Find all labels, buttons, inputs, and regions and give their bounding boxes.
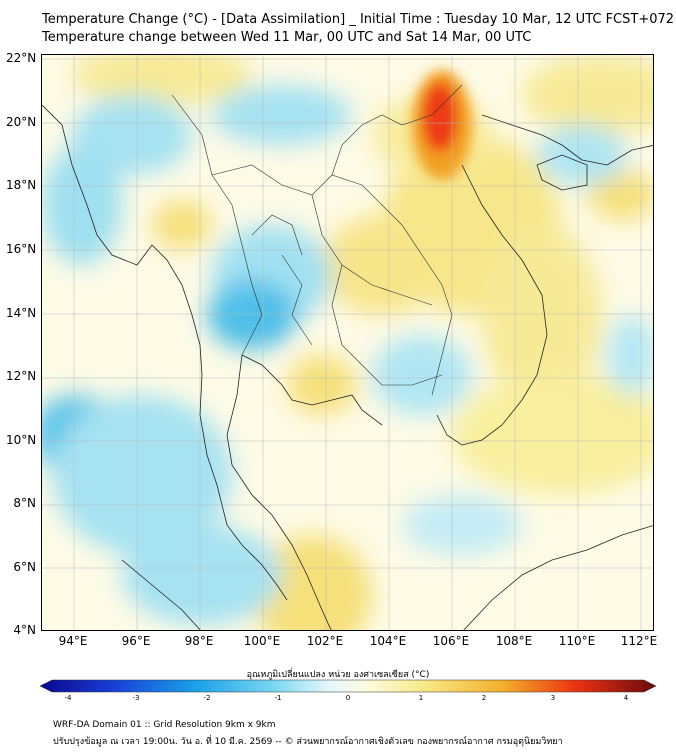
temperature-change-map bbox=[41, 54, 654, 631]
lat-label-12: 12°N bbox=[6, 369, 37, 383]
colorbar-tick: 3 bbox=[550, 694, 556, 702]
chart-subtitle: Temperature change between Wed 11 Mar, 0… bbox=[42, 30, 532, 45]
lat-label-20: 20°N bbox=[6, 115, 37, 129]
lon-label-102: 102°E bbox=[306, 634, 344, 648]
colorbar-tick: 1 bbox=[418, 694, 424, 702]
chart-title: Temperature Change (°C) - [Data Assimila… bbox=[42, 12, 675, 27]
graticule bbox=[42, 55, 653, 630]
lat-label-6: 6°N bbox=[13, 560, 36, 574]
lon-label-112: 112°E bbox=[620, 634, 658, 648]
lat-label-4: 4°N bbox=[13, 623, 36, 637]
colorbar bbox=[40, 679, 656, 693]
lon-label-108: 108°E bbox=[495, 634, 533, 648]
coastlines bbox=[42, 104, 653, 630]
footer-credit: ปรับปรุงข้อมูล ณ เวลา 19:00น. วัน อ. ที่… bbox=[53, 737, 563, 747]
lon-label-106: 106°E bbox=[432, 634, 470, 648]
lon-label-94: 94°E bbox=[58, 634, 88, 648]
lon-label-110: 110°E bbox=[558, 634, 596, 648]
temperature-field bbox=[42, 55, 653, 630]
colorbar-tick: -1 bbox=[274, 694, 282, 702]
map-svg bbox=[42, 55, 653, 630]
colorbar-tick: 0 bbox=[345, 694, 351, 702]
colorbar-tick: -4 bbox=[64, 694, 72, 702]
lon-label-98: 98°E bbox=[184, 634, 214, 648]
colorbar-tick: 4 bbox=[623, 694, 629, 702]
lat-label-22: 22°N bbox=[6, 51, 37, 65]
lat-label-8: 8°N bbox=[13, 496, 36, 510]
colorbar-title: อุณหภูมิเปลี่ยนแปลง หน่วย องศาเซลเซียส (… bbox=[246, 670, 430, 680]
colorbar-tick: 2 bbox=[481, 694, 487, 702]
colorbar-tick: -3 bbox=[132, 694, 140, 702]
lon-label-104: 104°E bbox=[369, 634, 407, 648]
lat-label-18: 18°N bbox=[6, 178, 37, 192]
lat-label-16: 16°N bbox=[6, 242, 37, 256]
lat-label-14: 14°N bbox=[6, 306, 37, 320]
footer-model-info: WRF-DA Domain 01 :: Grid Resolution 9km … bbox=[53, 720, 276, 730]
temperature-hotspot bbox=[412, 70, 472, 180]
lat-label-10: 10°N bbox=[6, 433, 37, 447]
colorbar-tick: -2 bbox=[203, 694, 211, 702]
lon-label-100: 100°E bbox=[243, 634, 281, 648]
lon-label-96: 96°E bbox=[121, 634, 151, 648]
borders bbox=[171, 84, 463, 396]
